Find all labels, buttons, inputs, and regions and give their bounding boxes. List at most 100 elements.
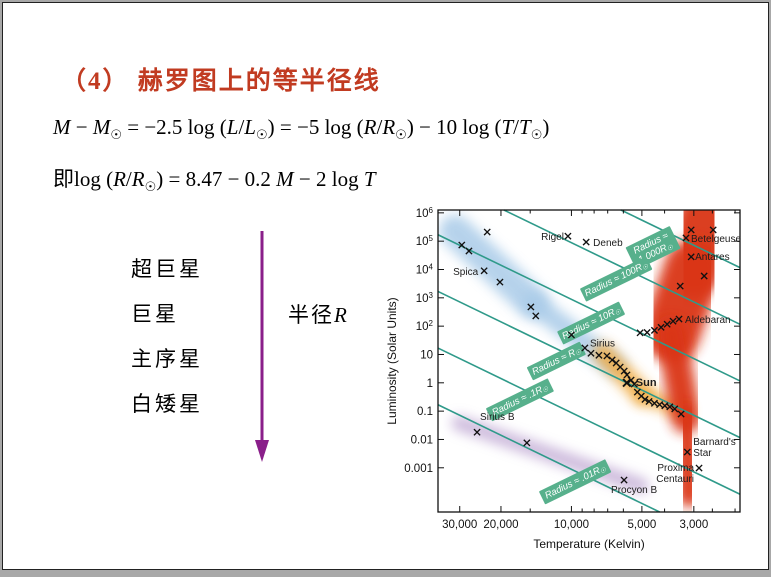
- star-marker: [483, 228, 491, 236]
- star-label: Rigel: [541, 232, 564, 243]
- star-marker: [623, 371, 631, 379]
- stars: Spica Rigel Deneb Betelgeuse Antares Sirius Al…: [453, 226, 741, 496]
- formula-absolute-magnitude: M − M☉ = −2.5 log (L/L☉) = −5 log (R/R☉)…: [53, 115, 550, 143]
- star-marker: [636, 329, 644, 337]
- star-label: Sirius: [590, 338, 615, 349]
- y-tick-label: 103: [416, 291, 434, 305]
- radius-line: [437, 347, 741, 495]
- star-type-supergiant: 超巨星: [131, 257, 203, 281]
- band-main-sequence-upper-blue: [439, 214, 549, 319]
- x-tick-label: 5,000: [628, 519, 657, 531]
- star-marker-barnard-s-star: [683, 448, 691, 456]
- y-tick-label: 0.01: [411, 434, 433, 446]
- star-label: Sun: [636, 377, 657, 389]
- slide: （4） 赫罗图上的等半径线 M − M☉ = −2.5 log (L/L☉) =…: [2, 2, 769, 570]
- x-tick-label: 3,000: [679, 519, 708, 531]
- star-marker: [567, 331, 576, 339]
- star-marker: [523, 439, 531, 447]
- formula-log-radius: 即log (R/R☉) = 8.47 − 0.2 M − 2 log T: [53, 167, 376, 195]
- star-marker: [645, 397, 653, 406]
- star-marker: [630, 380, 638, 388]
- star-label: Spica: [453, 267, 478, 278]
- star-marker: [657, 323, 665, 331]
- page-title: （4） 赫罗图上的等半径线: [61, 68, 381, 95]
- radius-lines: [437, 209, 741, 513]
- star-marker-procyon-b: [620, 476, 628, 484]
- star-type-white-dwarf: 白矮星: [131, 392, 203, 416]
- star-marker: [532, 312, 540, 320]
- radius-line-label: Radius ≈ 100R☉: [580, 256, 653, 302]
- y-axis-title: Luminosity (Solar Units): [386, 297, 399, 424]
- star-marker: [676, 282, 684, 290]
- y-tick-label: 1: [427, 378, 433, 390]
- star-label: Barnard's Star: [693, 437, 736, 459]
- band-giants-supergiants-red: [656, 317, 702, 434]
- star-marker: [641, 395, 649, 403]
- star-marker: [669, 317, 677, 325]
- star-marker: [643, 328, 651, 337]
- star-marker: [465, 247, 473, 255]
- star-marker: [650, 399, 659, 407]
- star-marker: [620, 367, 628, 375]
- radius-line: [437, 234, 741, 382]
- star-marker-rigel: [564, 232, 572, 240]
- y-tick-label: 0.1: [417, 406, 433, 418]
- star-label: Sirius B: [480, 412, 515, 423]
- star-label: Proxima Centauri: [656, 463, 694, 485]
- y-tick-label: 106: [416, 206, 434, 220]
- radius-line: [437, 404, 660, 513]
- star-marker-proxima-centauri: [695, 464, 703, 472]
- star-marker-sirius: [587, 349, 595, 357]
- radius-line-label: Radius ≈ R☉: [526, 341, 586, 381]
- axes: 30,000 20,000 10,000 5,000 3,000 106 105 104 103…: [386, 206, 741, 551]
- radius-line: [437, 290, 741, 439]
- x-tick-label: 30,000: [442, 519, 477, 531]
- star-marker: [496, 278, 504, 286]
- radius-arrow-label: 半径R: [288, 303, 349, 327]
- star-marker: [527, 303, 535, 311]
- star-marker-betelgeuse: [682, 234, 690, 242]
- star-marker: [650, 326, 659, 334]
- x-tick-label: 10,000: [554, 519, 589, 531]
- x-axis-title: Temperature (Kelvin): [533, 537, 644, 551]
- y-tick-label: 0.001: [404, 463, 433, 475]
- star-marker-deneb: [582, 238, 590, 246]
- star-marker: [700, 272, 708, 280]
- star-marker: [608, 356, 616, 364]
- band-giants-supergiants-red: [674, 406, 702, 507]
- star-label: Betelgeuse: [691, 234, 741, 245]
- y-tick-label: 105: [416, 234, 434, 248]
- star-marker: [603, 352, 611, 360]
- star-type-giant: 巨星: [131, 302, 179, 326]
- star-label: Deneb: [593, 238, 623, 249]
- star-marker: [663, 320, 671, 328]
- star-marker-sirius-b: [473, 428, 481, 436]
- y-tick-label: 102: [416, 319, 434, 333]
- population-bands: [439, 210, 734, 507]
- star-marker: [656, 401, 664, 409]
- star-marker: [595, 351, 603, 359]
- radius-line: [503, 209, 741, 326]
- star-marker: [687, 226, 695, 234]
- star-label: Aldebaran: [685, 315, 731, 326]
- star-marker: [671, 405, 679, 413]
- star-label: Procyon B: [611, 485, 657, 496]
- y-tick-label: 10: [420, 349, 433, 361]
- star-label: Antares: [695, 252, 729, 263]
- star-type-list: 超巨星 巨星 主序星 白矮星: [131, 253, 203, 433]
- hr-diagram: 30,000 20,000 10,000 5,000 3,000 106 105 104 103…: [386, 206, 741, 551]
- star-marker-antares: [687, 253, 695, 261]
- x-tick-label: 20,000: [483, 519, 518, 531]
- star-marker: [666, 403, 674, 411]
- star-marker-sun: [622, 378, 632, 388]
- star-marker-spica: [480, 267, 488, 275]
- star-marker: [581, 344, 589, 352]
- y-tick-label: 104: [416, 262, 434, 276]
- star-marker: [677, 410, 685, 418]
- down-arrow-icon: [255, 231, 269, 462]
- star-marker-aldebaran: [675, 315, 683, 323]
- radius-line: [620, 209, 741, 269]
- band-white-dwarfs-purple: [451, 415, 649, 494]
- star-marker: [709, 226, 717, 234]
